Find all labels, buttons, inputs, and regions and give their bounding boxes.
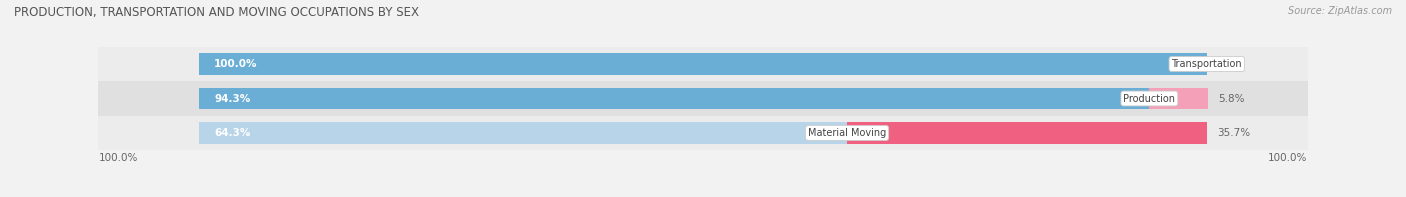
Text: 100.0%: 100.0% (1268, 153, 1308, 163)
Text: Source: ZipAtlas.com: Source: ZipAtlas.com (1288, 6, 1392, 16)
Text: PRODUCTION, TRANSPORTATION AND MOVING OCCUPATIONS BY SEX: PRODUCTION, TRANSPORTATION AND MOVING OC… (14, 6, 419, 19)
Text: 100.0%: 100.0% (214, 59, 257, 69)
Text: 0.0%: 0.0% (1218, 59, 1243, 69)
Bar (98, 47, 1308, 81)
Text: 94.3%: 94.3% (214, 94, 250, 103)
Bar (1149, 88, 1208, 109)
Bar (846, 122, 1206, 144)
Text: Material Moving: Material Moving (808, 128, 886, 138)
Bar (200, 53, 1206, 75)
Text: Transportation: Transportation (1171, 59, 1241, 69)
Bar (98, 81, 1308, 116)
Text: 5.8%: 5.8% (1218, 94, 1244, 103)
Text: 35.7%: 35.7% (1218, 128, 1250, 138)
Text: Production: Production (1123, 94, 1175, 103)
Text: 100.0%: 100.0% (98, 153, 138, 163)
Bar (200, 122, 846, 144)
Bar (200, 88, 1149, 109)
Bar (98, 116, 1308, 150)
Text: 64.3%: 64.3% (214, 128, 250, 138)
